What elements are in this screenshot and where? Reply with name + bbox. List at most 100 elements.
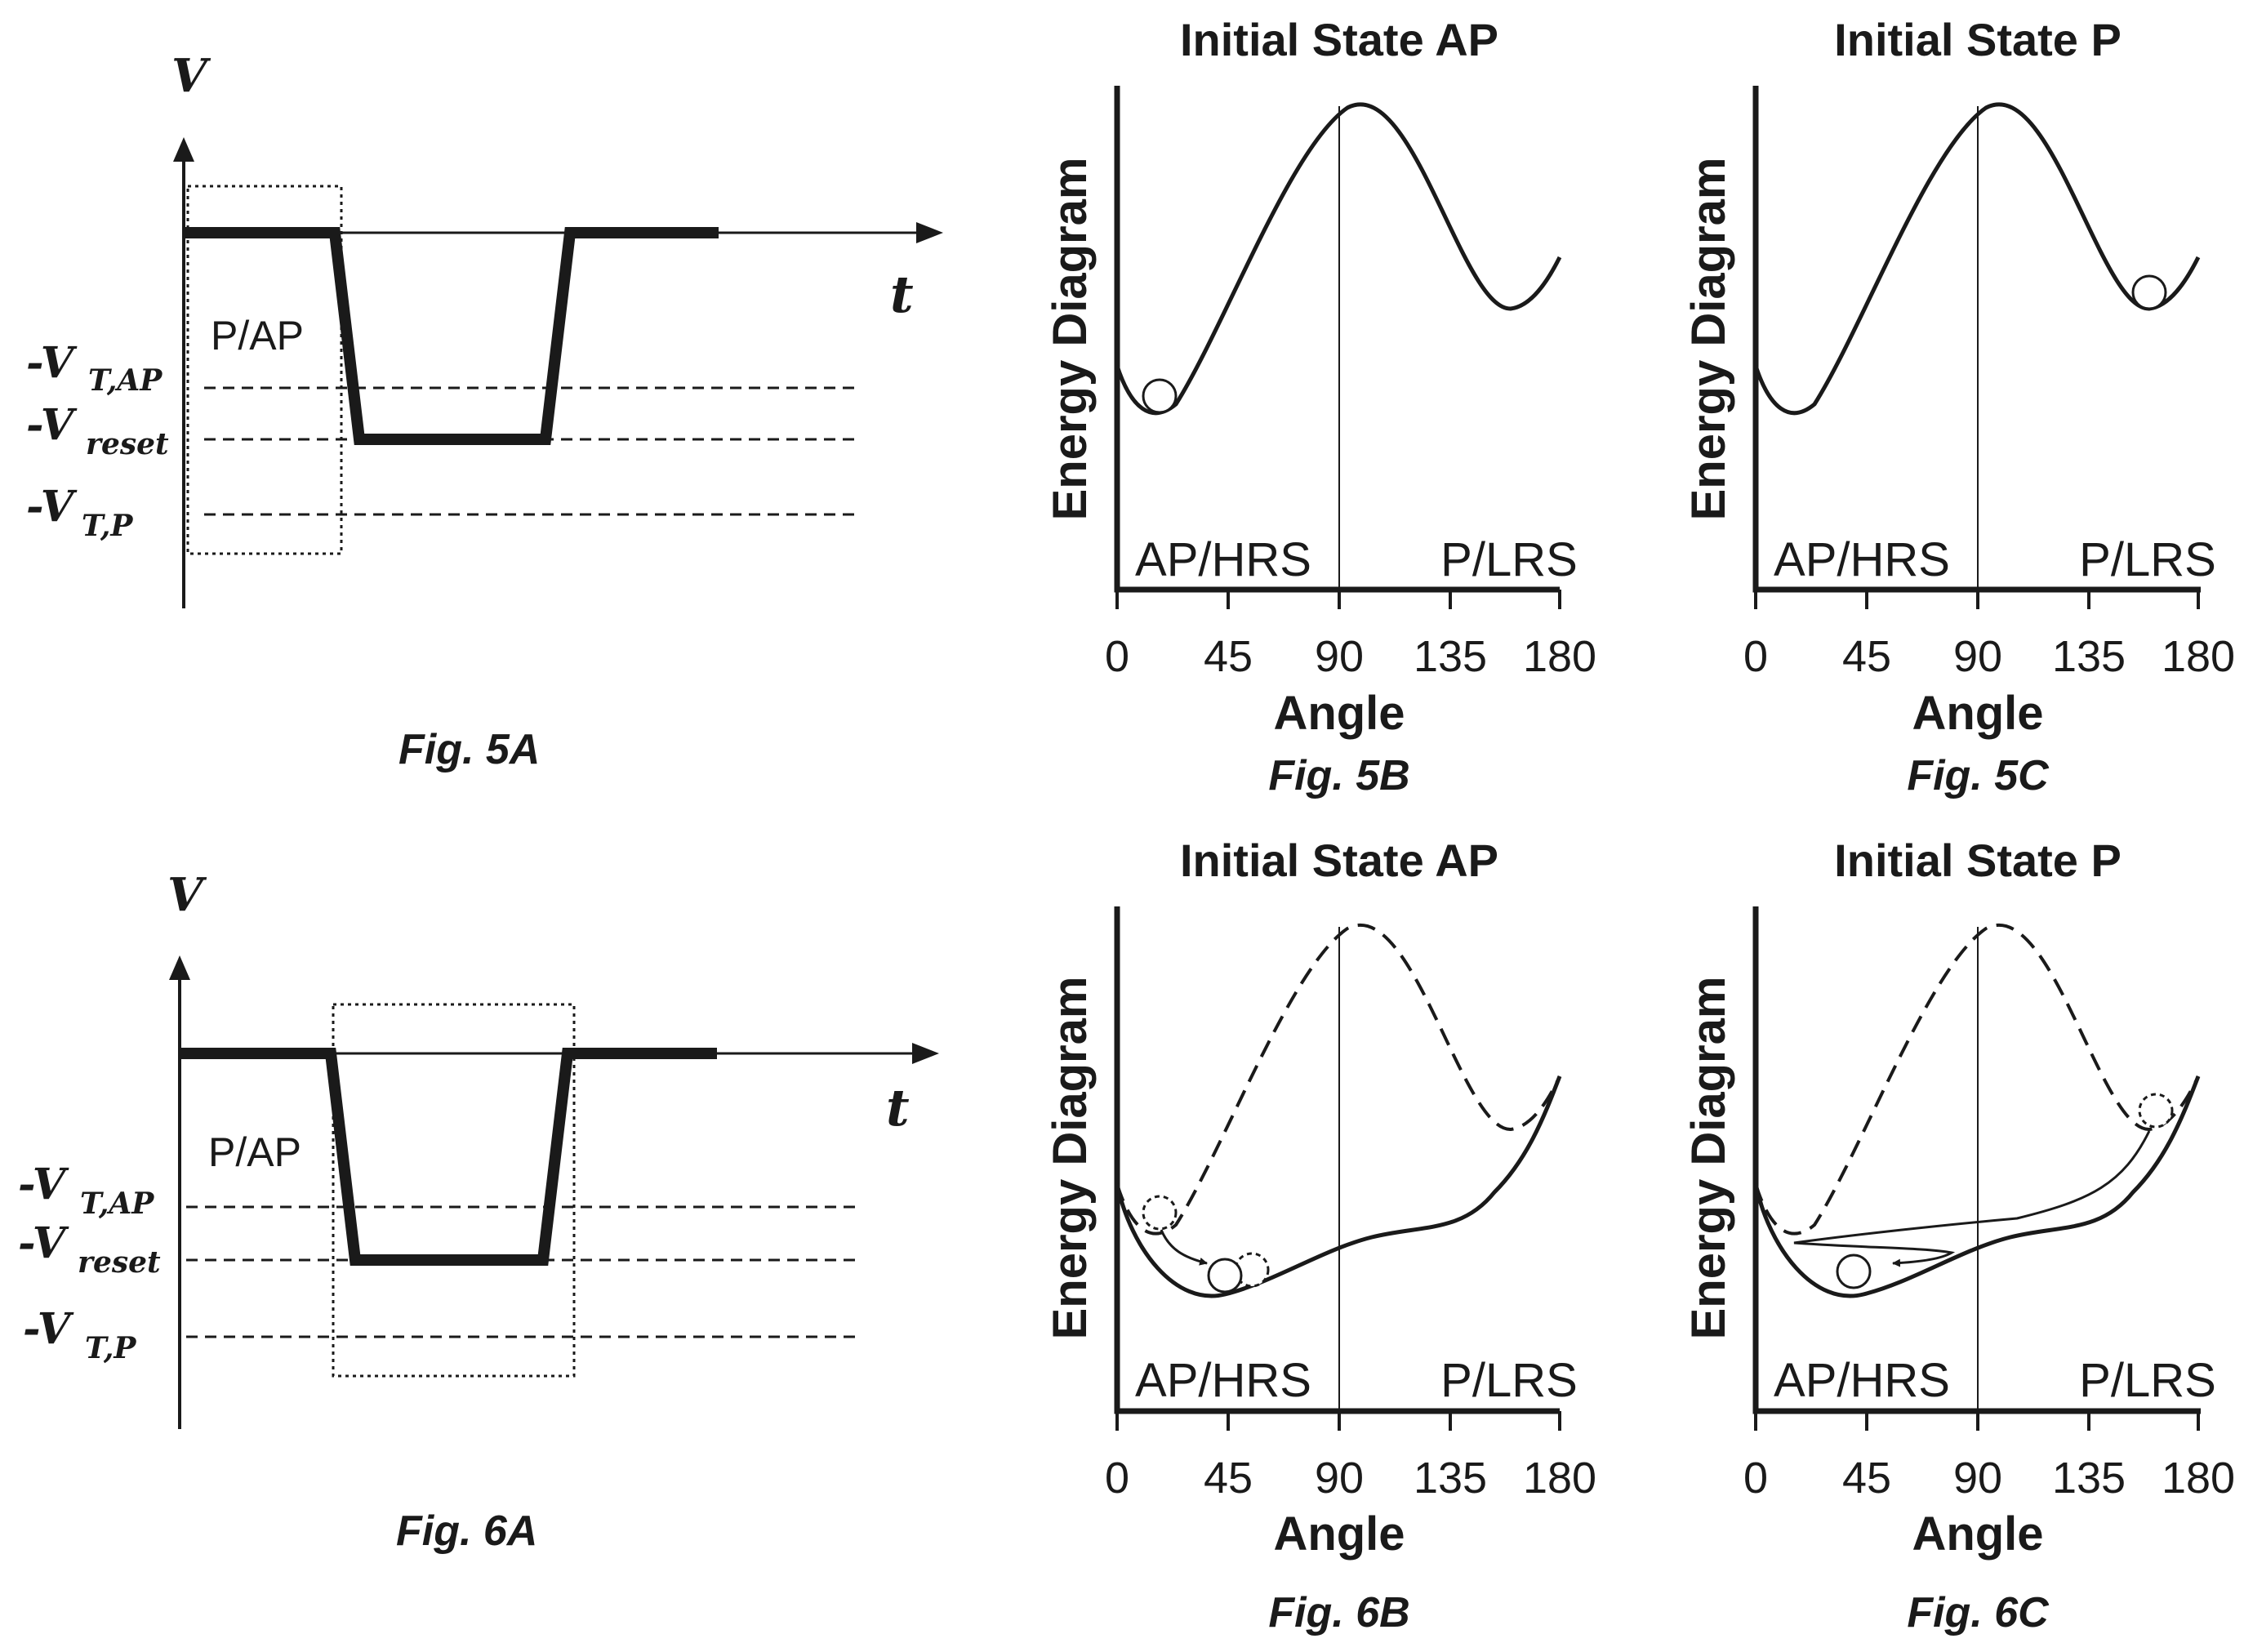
fig6c-right-state: P/LRS [2079, 1354, 2216, 1407]
fig5b-ylabel: Energy Diagram [1044, 158, 1097, 521]
fig6a-pulse-waveform [180, 1048, 717, 1266]
fig6c-tilted-energy-curve [1753, 1075, 2201, 1298]
fig6c-original-energy-curve [1754, 924, 2200, 1236]
fig6a-level-vtp: -V T,P [23, 1304, 136, 1365]
fig6c-title: Initial State P [1834, 835, 2122, 886]
fig6a-level-vtap: -V T,AP [18, 1160, 154, 1221]
fig5b-left-state: AP/HRS [1135, 533, 1311, 586]
fig6c-xtick-label-180: 180 [2162, 1454, 2235, 1503]
fig5c-xtick-label-135: 135 [2052, 632, 2126, 681]
fig5a-level-vreset-main: -V [26, 400, 78, 450]
fig6c-state-ball [1836, 1253, 1872, 1289]
fig6c-xlabel: Angle [1912, 1507, 2043, 1561]
fig6a-level-vtap-main: -V [18, 1160, 69, 1209]
fig5b-xtick-label-90: 90 [1315, 632, 1364, 681]
fig5a-dotted-box [186, 185, 343, 555]
fig6c-panel: Initial State P Energy Diagram AP/HRS P/… [1682, 835, 2235, 1636]
fig5b-xticks: 0 45 90 135 180 [1105, 590, 1596, 681]
fig5b-panel: Initial State AP Energy Diagram AP/HRS P… [1044, 14, 1596, 799]
fig6c-xtick-label-135: 135 [2052, 1454, 2126, 1503]
fig5a-level-vtap-main: -V [26, 338, 78, 388]
fig6b-xtick-label-45: 45 [1204, 1454, 1253, 1503]
fig6b-panel: Initial State AP Energy Diagram AP/HRS P… [1044, 835, 1596, 1636]
fig5a-level-vreset: -V reset [26, 400, 169, 461]
fig5c-title: Initial State P [1834, 14, 2122, 65]
fig6a-panel: V t P/AP -V T,AP -V reset -V T,P Fig. 6A [18, 868, 939, 1555]
fig5a-panel: V t P/AP -V T,AP -V reset -V T,P Fig. 5A [26, 49, 943, 773]
fig6a-level-vreset: -V reset [18, 1218, 161, 1280]
fig5b-title: Initial State AP [1180, 14, 1498, 65]
fig5a-level-vreset-sub: reset [86, 427, 169, 461]
fig6b-xticks: 0 45 90 135 180 [1105, 1411, 1596, 1503]
fig5a-level-vtp-main: -V [26, 482, 78, 532]
fig5b-state-ball [1142, 378, 1178, 414]
fig5c-ylabel: Energy Diagram [1682, 158, 1735, 521]
fig6b-state-ball [1207, 1258, 1243, 1294]
fig6a-level-vtp-main: -V [23, 1304, 74, 1354]
fig6b-xtick-label-135: 135 [1414, 1454, 1487, 1503]
fig6a-level-vreset-sub: reset [78, 1245, 161, 1280]
fig6a-dotted-box [332, 1003, 576, 1378]
fig6b-caption: Fig. 6B [1268, 1589, 1409, 1636]
fig6c-xticks: 0 45 90 135 180 [1743, 1411, 2235, 1503]
fig5c-xtick-label-0: 0 [1743, 632, 1768, 681]
fig6b-initial-ball-dashed [1142, 1195, 1178, 1231]
fig5c-caption: Fig. 5C [1907, 752, 2050, 799]
fig5c-xticks: 0 45 90 135 180 [1743, 590, 2235, 681]
fig5a-level-vtap: -V T,AP [26, 338, 163, 398]
fig5a-x-axis-label: t [890, 265, 914, 324]
fig5a-t-axis-arrow [916, 222, 943, 243]
fig6a-level-vtp-sub: T,P [85, 1331, 136, 1365]
fig6b-xtick-label-90: 90 [1315, 1454, 1364, 1503]
fig6c-initial-ball-dashed [2138, 1093, 2174, 1129]
fig5b-caption: Fig. 5B [1268, 752, 1409, 799]
fig5c-state-ball [2131, 274, 2167, 310]
fig6b-right-state: P/LRS [1440, 1354, 1578, 1407]
fig5c-right-state: P/LRS [2079, 533, 2216, 586]
fig6b-motion-arrow [1160, 1229, 1208, 1266]
fig6a-v-axis-arrow [169, 955, 190, 980]
fig6b-xlabel: Angle [1273, 1507, 1405, 1561]
fig6c-left-state: AP/HRS [1774, 1354, 1950, 1407]
fig5a-level-vtap-sub: T,AP [88, 363, 163, 398]
fig5b-xlabel: Angle [1273, 687, 1405, 740]
fig5c-xtick-label-45: 45 [1842, 632, 1891, 681]
fig5c-xtick-label-90: 90 [1953, 632, 2002, 681]
fig6b-original-energy-curve [1115, 924, 1561, 1236]
fig6a-t-axis-arrow [912, 1043, 939, 1064]
fig5a-region-label: P/AP [211, 313, 304, 358]
fig5b-xtick-label-135: 135 [1414, 632, 1487, 681]
fig5a-pulse-waveform [184, 227, 719, 445]
fig5a-y-axis-label: V [171, 49, 211, 103]
fig5a-level-vtp-sub: T,P [82, 509, 133, 543]
fig5b-xtick-label-45: 45 [1204, 632, 1253, 681]
fig5c-xtick-label-180: 180 [2162, 632, 2235, 681]
fig6a-level-vtap-sub: T,AP [80, 1187, 154, 1221]
fig5c-xlabel: Angle [1912, 687, 2043, 740]
fig6b-xtick-label-180: 180 [1523, 1454, 1596, 1503]
fig6b-left-state: AP/HRS [1135, 1354, 1311, 1407]
fig6b-xtick-label-0: 0 [1105, 1454, 1129, 1503]
fig6a-region-label: P/AP [208, 1129, 301, 1175]
fig6c-ylabel: Energy Diagram [1682, 977, 1735, 1340]
fig5c-panel: Initial State P Energy Diagram AP/HRS P/… [1682, 14, 2235, 799]
fig5a-caption: Fig. 5A [398, 726, 540, 773]
fig6a-y-axis-label: V [167, 868, 207, 922]
fig5a-level-vtp: -V T,P [26, 482, 133, 543]
fig6a-level-vreset-main: -V [18, 1218, 69, 1268]
fig6c-switching-trajectory [1793, 1130, 2151, 1267]
fig5b-xtick-label-0: 0 [1105, 632, 1129, 681]
fig6c-xtick-label-45: 45 [1842, 1454, 1891, 1503]
fig6c-caption: Fig. 6C [1907, 1589, 2050, 1636]
fig6c-xtick-label-90: 90 [1953, 1454, 2002, 1503]
fig6b-title: Initial State AP [1180, 835, 1498, 886]
fig6b-shifted-ball-dashed [1234, 1252, 1270, 1288]
fig6b-ylabel: Energy Diagram [1044, 977, 1097, 1340]
fig6c-xtick-label-0: 0 [1743, 1454, 1768, 1503]
fig6a-caption: Fig. 6A [396, 1507, 537, 1555]
fig5a-v-axis-arrow [173, 137, 194, 162]
fig6a-x-axis-label: t [886, 1078, 910, 1138]
fig5b-right-state: P/LRS [1440, 533, 1578, 586]
fig5b-xtick-label-180: 180 [1523, 632, 1596, 681]
